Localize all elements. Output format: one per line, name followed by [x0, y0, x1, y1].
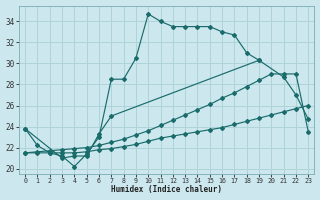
X-axis label: Humidex (Indice chaleur): Humidex (Indice chaleur): [111, 185, 222, 194]
